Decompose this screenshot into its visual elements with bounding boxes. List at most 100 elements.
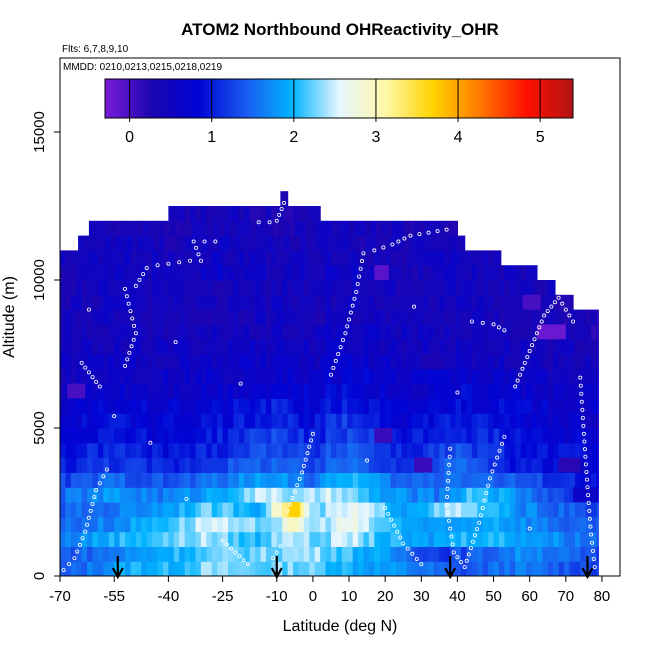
- heatmap-cell: [433, 398, 440, 414]
- heatmap-cell: [352, 442, 359, 459]
- heatmap-cell: [591, 472, 598, 488]
- heatmap-cell: [146, 472, 153, 488]
- heatmap-cell: [303, 487, 310, 503]
- heatmap-cell: [173, 516, 180, 533]
- heatmap-cell: [406, 339, 413, 355]
- heatmap-cell: [179, 368, 186, 385]
- heatmap-cell: [358, 354, 365, 370]
- heatmap-cell: [60, 383, 67, 399]
- heatmap-cell: [320, 516, 327, 533]
- heatmap-cell: [135, 324, 142, 340]
- heatmap-cell: [325, 546, 332, 562]
- heatmap-cell: [238, 472, 245, 488]
- heatmap-cell: [439, 368, 446, 385]
- heatmap-cell: [70, 546, 77, 562]
- heatmap-cell: [162, 250, 169, 266]
- heatmap-cell: [211, 413, 218, 429]
- heatmap-cell: [282, 442, 289, 459]
- heatmap-cell: [536, 531, 543, 547]
- heatmap-cell: [222, 413, 229, 429]
- heatmap-cell: [352, 383, 359, 399]
- flight-track-point: [491, 322, 496, 327]
- heatmap-cell: [289, 235, 296, 251]
- heatmap-cell: [374, 280, 381, 296]
- heatmap-cell: [276, 324, 283, 340]
- flight-track-point: [131, 337, 136, 342]
- heatmap-cell: [526, 383, 533, 399]
- heatmap-cell: [228, 339, 235, 355]
- heatmap-cell: [498, 294, 505, 311]
- flight-track-point: [309, 438, 314, 443]
- flight-track-point: [177, 260, 182, 265]
- heatmap-cell: [293, 339, 300, 355]
- heatmap-cell: [97, 561, 104, 576]
- heatmap-cell: [238, 457, 245, 473]
- flight-track-point: [92, 495, 97, 500]
- heatmap-cell: [130, 457, 137, 473]
- heatmap-cell: [325, 531, 332, 547]
- heatmap-cell: [146, 561, 153, 576]
- heatmap-cell: [173, 354, 180, 370]
- heatmap-cell: [103, 339, 110, 355]
- heatmap-cell: [173, 265, 180, 281]
- heatmap-cell: [309, 280, 316, 296]
- heatmap-cell: [132, 235, 139, 251]
- heatmap-cell: [504, 280, 511, 296]
- heatmap-cell: [195, 309, 202, 325]
- x-tick-label: -70: [49, 588, 71, 605]
- heatmap-cell: [325, 502, 332, 518]
- heatmap-cell: [287, 324, 294, 340]
- heatmap-cell: [466, 531, 473, 547]
- heatmap-cell: [477, 354, 484, 370]
- heatmap-cell: [396, 546, 403, 562]
- heatmap-cell: [461, 516, 468, 533]
- heatmap-cell: [146, 428, 153, 444]
- heatmap-cell: [396, 265, 403, 281]
- heatmap-cell: [211, 339, 218, 355]
- heatmap-cell: [542, 309, 549, 325]
- heatmap-hotspot: [374, 428, 393, 443]
- heatmap-cell: [580, 398, 587, 414]
- flight-track-point: [464, 558, 469, 563]
- heatmap-cell: [444, 280, 451, 296]
- flight-track-point: [539, 319, 544, 324]
- heatmap-cell: [347, 383, 354, 399]
- heatmap-cell: [477, 324, 484, 340]
- flight-track-point: [527, 526, 532, 531]
- heatmap-cell: [168, 383, 175, 399]
- heatmap-cell: [347, 280, 354, 296]
- heatmap-cell: [200, 487, 207, 503]
- heatmap-cell: [526, 309, 533, 325]
- heatmap-cell: [195, 442, 202, 459]
- heatmap-cell: [406, 472, 413, 488]
- heatmap-cell: [255, 472, 262, 488]
- flight-track-point: [86, 515, 91, 520]
- heatmap-cell: [87, 442, 94, 459]
- heatmap-cell: [439, 280, 446, 296]
- heatmap-cell: [498, 531, 505, 547]
- heatmap-cell: [87, 383, 94, 399]
- heatmap-cell: [433, 487, 440, 503]
- heatmap-cell: [330, 546, 337, 562]
- heatmap-cell: [135, 561, 142, 576]
- heatmap-cell: [504, 487, 511, 503]
- heatmap-cell: [228, 280, 235, 296]
- heatmap-cell: [435, 220, 442, 237]
- heatmap-cell: [125, 383, 132, 399]
- heatmap-cell: [294, 220, 301, 237]
- heatmap-cell: [390, 324, 397, 340]
- heatmap-cell: [311, 220, 318, 237]
- heatmap-cell: [433, 250, 440, 266]
- heatmap-cell: [255, 487, 262, 503]
- heatmap-cell: [455, 457, 462, 473]
- heatmap-cell: [520, 339, 527, 355]
- heatmap-cell: [157, 383, 164, 399]
- heatmap-cell: [374, 354, 381, 370]
- heatmap-cell: [341, 487, 348, 503]
- heatmap-cell: [493, 354, 500, 370]
- heatmap-cell: [585, 442, 592, 459]
- flight-track-point: [365, 458, 370, 463]
- heatmap-cell: [162, 354, 169, 370]
- heatmap-cell: [564, 546, 571, 562]
